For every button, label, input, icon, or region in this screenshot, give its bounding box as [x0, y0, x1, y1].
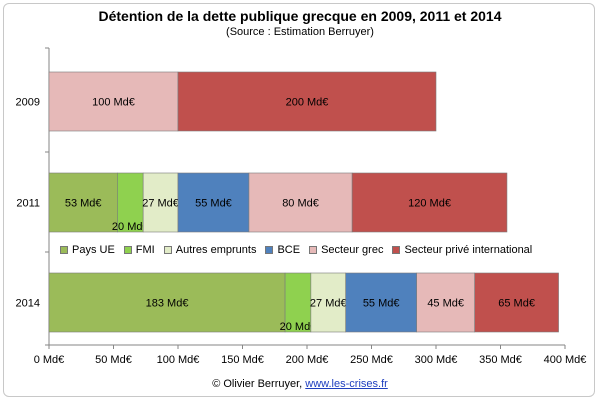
- legend-label-1: FMI: [135, 244, 155, 256]
- x-tick-label-3: 150 Md€: [221, 354, 264, 366]
- y-category-label-2014: 2014: [16, 298, 40, 310]
- legend-item-5: Secteur privé international: [392, 244, 532, 256]
- legend: Pays UE FMI Autres emprunts BCE Secteur grec…: [60, 241, 540, 259]
- data-label-2014-5: 65 Md€: [498, 298, 535, 310]
- bar-segment-2009-0: [48, 71, 179, 132]
- data-label-2011-2: 27 Md€: [142, 198, 179, 210]
- x-tick-label-4: 200 Md€: [286, 354, 329, 366]
- chart-title: Détention de la dette publique grecque e…: [98, 8, 502, 24]
- x-tick-label-6: 300 Md€: [415, 354, 458, 366]
- data-label-2011-4: 80 Md€: [282, 198, 319, 210]
- footer-credit: © Olivier Berruyer,: [212, 378, 303, 390]
- footer-link[interactable]: www.les-crises.fr: [305, 378, 388, 390]
- x-tick-label-0: 0 Md€: [34, 354, 65, 366]
- legend-item-4: Secteur grec: [309, 244, 383, 256]
- data-label-2014-4: 45 Md€: [427, 298, 464, 310]
- data-label-2014-2: 27 Md€: [310, 298, 347, 310]
- legend-swatch-3: [265, 246, 274, 254]
- legend-swatch-2: [163, 246, 172, 254]
- bar-segment-2014-0: [48, 272, 286, 333]
- legend-swatch-0: [60, 246, 68, 254]
- legend-swatch-1: [123, 246, 132, 254]
- x-tick-label-1: 50 Md€: [95, 354, 132, 366]
- data-label-2011-5: 120 Md€: [408, 198, 451, 210]
- bar-segment-2011-3: [177, 172, 250, 233]
- bar-segment-2011-0: [48, 172, 118, 233]
- bar-segment-2011-2: [142, 172, 179, 233]
- bar-segment-2011-1: [117, 172, 144, 233]
- bar-segment-2011-4: [248, 172, 353, 233]
- y-category-label-2011: 2011: [16, 198, 40, 210]
- bar-segment-2014-1: [284, 272, 312, 333]
- data-label-2011-0: 53 Md€: [65, 198, 102, 210]
- bar-segment-2009-1: [177, 71, 437, 132]
- x-tick-label-7: 350 Md€: [479, 354, 522, 366]
- data-label-2014-1: 20 Md€: [280, 321, 317, 333]
- x-tick-label-5: 250 Md€: [350, 354, 393, 366]
- x-tick-label-8: 400 Md€: [544, 354, 587, 366]
- bar-segment-2011-5: [351, 172, 508, 233]
- footer: © Olivier Berruyer, www.les-crises.fr: [0, 378, 600, 390]
- legend-item-2: Autres emprunts: [163, 244, 257, 256]
- legend-label-2: Autres emprunts: [175, 244, 257, 256]
- chart-subtitle: (Source : Estimation Berruyer): [226, 26, 374, 38]
- bar-segment-2014-2: [310, 272, 346, 333]
- legend-item-1: FMI: [123, 244, 155, 256]
- bar-segment-2014-3: [345, 272, 417, 333]
- legend-label-4: Secteur grec: [321, 244, 384, 256]
- data-label-2009-1: 200 Md€: [286, 97, 329, 109]
- data-label-2014-0: 183 Md€: [146, 298, 189, 310]
- data-label-2009-0: 100 Md€: [92, 97, 135, 109]
- bar-segment-2014-5: [474, 272, 559, 333]
- data-label-2014-3: 55 Md€: [363, 298, 400, 310]
- legend-swatch-5: [392, 246, 401, 254]
- legend-label-0: Pays UE: [72, 244, 115, 256]
- legend-swatch-4: [309, 246, 318, 254]
- data-label-2011-1: 20 Md€: [112, 221, 149, 233]
- legend-label-3: BCE: [277, 244, 301, 256]
- data-label-2011-3: 55 Md€: [195, 198, 232, 210]
- legend-label-5: Secteur privé international: [404, 244, 533, 256]
- y-category-label-2009: 2009: [16, 97, 40, 109]
- bar-segment-2014-4: [416, 272, 475, 333]
- legend-item-0: Pays UE: [60, 244, 115, 256]
- x-tick-label-2: 100 Md€: [157, 354, 200, 366]
- legend-item-3: BCE: [265, 244, 300, 256]
